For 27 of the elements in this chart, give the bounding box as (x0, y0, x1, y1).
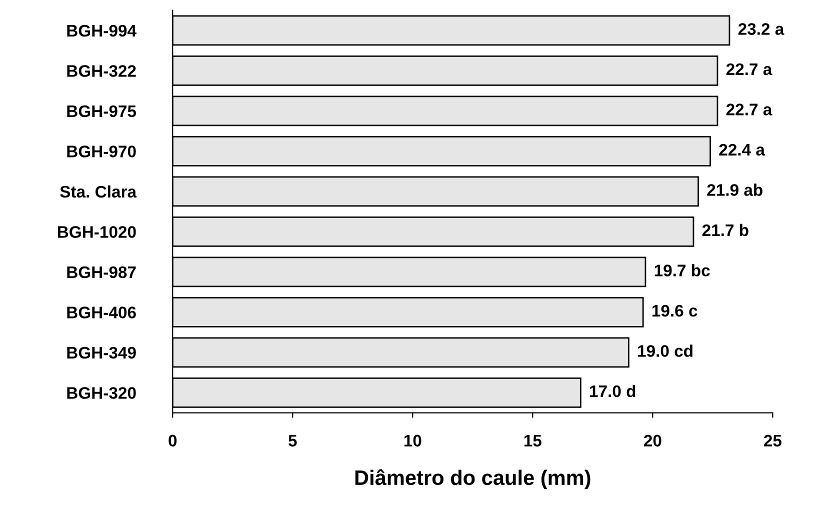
data-label: 23.2 a (738, 23, 784, 35)
y-tick-label: BGH-994 (67, 24, 136, 37)
y-tick-label: BGH-975 (67, 105, 136, 118)
y-tick-label: BGH-349 (67, 346, 136, 359)
data-label: 17.0 d (590, 384, 636, 398)
y-tick-label: Sta. Clara (60, 185, 137, 198)
data-label: 19.7 bc (654, 264, 710, 276)
data-label: 21.7 b (702, 224, 748, 236)
x-tick-label: 0 (168, 434, 177, 447)
data-label: 19.6 c (652, 304, 698, 317)
x-tick-label: 25 (764, 434, 782, 447)
x-tick-label: 5 (288, 434, 297, 447)
y-tick-label: BGH-320 (67, 387, 136, 399)
x-tick-label: 20 (644, 434, 662, 447)
data-label: 22.4 a (719, 144, 766, 156)
x-tick-label: 15 (524, 434, 542, 447)
x-tick-label: 10 (404, 434, 422, 447)
data-label: 22.7 a (726, 63, 772, 76)
y-tick-label: BGH-970 (67, 146, 136, 158)
data-label: 21.9 ab (707, 184, 762, 196)
y-tick-label: BGH-322 (67, 65, 136, 77)
y-tick-label: BGH-406 (67, 306, 136, 318)
y-tick-label: BGH-1020 (58, 226, 136, 238)
y-tick-label: BGH-987 (67, 266, 136, 278)
x-axis-title: Diâmetro do caule (mm) (355, 469, 590, 490)
data-label: 22.7 a (726, 104, 772, 116)
data-label: 19.0 cd (638, 344, 692, 357)
